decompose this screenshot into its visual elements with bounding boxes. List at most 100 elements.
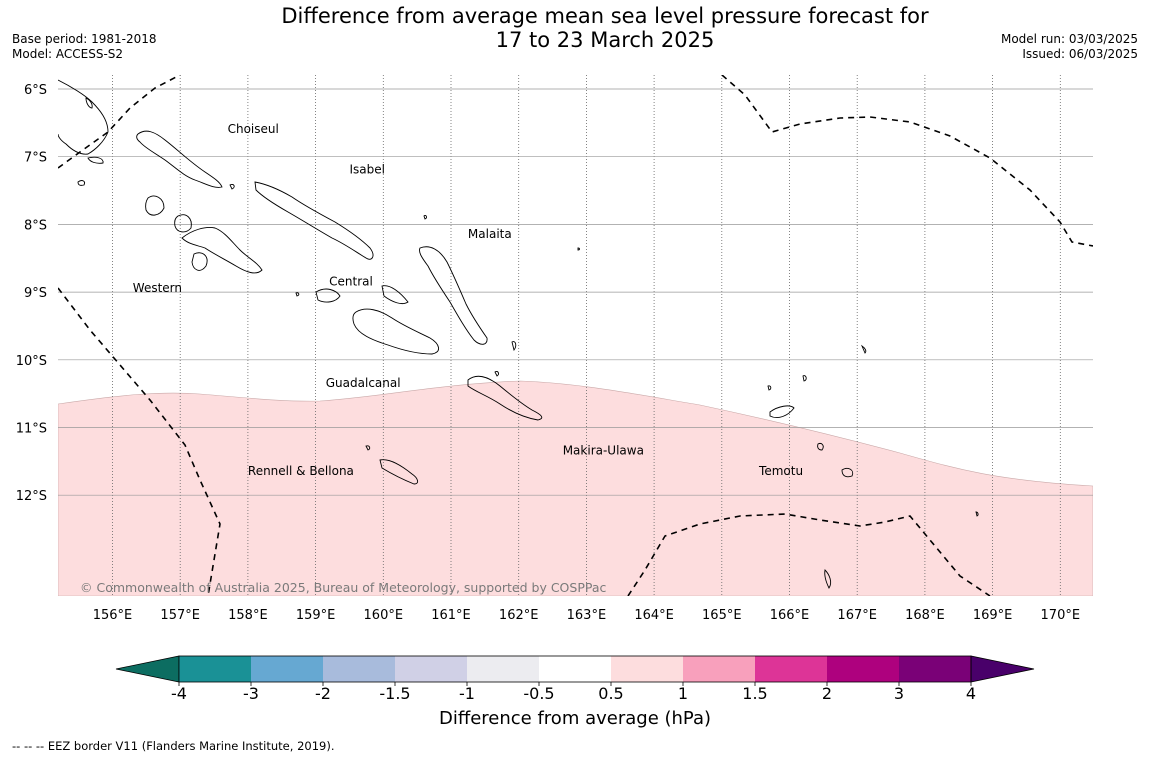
lon-label-1: 157°E — [160, 608, 200, 623]
lat-label-6: 12°S — [16, 489, 47, 504]
province-label-3: Western — [133, 281, 182, 295]
island-anuta — [824, 569, 832, 589]
island-guadalcanal — [352, 308, 439, 355]
colorbar-tick-label-4: -1 — [459, 684, 475, 700]
colorbar-under-arrow — [115, 655, 180, 683]
map-panel: Choiseul Isabel Malaita Western Central Guada… — [58, 75, 1093, 596]
eez-borders — [58, 75, 1093, 596]
lat-label-2: 8°S — [24, 218, 47, 233]
lon-label-7: 163°E — [567, 608, 607, 623]
colorbar-segment-9 — [827, 656, 899, 682]
meta-right: Model run: 03/03/2025 Issued: 06/03/2025 — [1001, 32, 1138, 62]
island-choiseul — [136, 130, 223, 188]
colorbar-segment-0 — [179, 656, 251, 682]
model-run-label: Model run: 03/03/2025 — [1000, 32, 1138, 46]
island-bougainville — [58, 79, 109, 155]
colorbar-tick-label-8: 1.5 — [742, 684, 767, 700]
colorbar-tick-label-9: 2 — [822, 684, 832, 700]
island-santa-cruz — [769, 405, 795, 419]
province-label-4: Central — [329, 274, 373, 288]
island-new-georgia — [181, 227, 263, 274]
province-label-5: Guadalcanal — [326, 376, 401, 390]
province-label-1: Isabel — [349, 163, 384, 177]
colorbar-tick-label-7: 1 — [678, 684, 688, 700]
islands — [58, 79, 979, 589]
colorbar-segment-3 — [395, 656, 467, 682]
island-bellona — [365, 445, 371, 451]
eez-border-png-north — [58, 75, 181, 169]
lon-label-10: 166°E — [770, 608, 810, 623]
lon-label-12: 168°E — [905, 608, 945, 623]
title-line-1: Difference from average mean sea level p… — [281, 4, 929, 28]
copyright-text: © Commonwealth of Australia 2025, Bureau… — [80, 580, 606, 595]
island-small-9 — [975, 511, 979, 517]
province-label-0: Choiseul — [228, 122, 279, 136]
island-small-1 — [77, 180, 85, 186]
issued-label: Issued: 06/03/2025 — [1022, 47, 1138, 61]
colorbar-segment-4 — [467, 656, 539, 682]
lon-label-8: 164°E — [634, 608, 674, 623]
colorbar-tick-label-0: -4 — [171, 684, 187, 700]
latitude-labels: 6°S 7°S 8°S 9°S 10°S 11°S 12°S — [16, 83, 47, 504]
anomaly-region — [58, 380, 1093, 596]
island-small-5 — [511, 341, 517, 352]
lon-label-5: 161°E — [431, 608, 471, 623]
province-label-2: Malaita — [468, 227, 512, 241]
lat-label-3: 9°S — [24, 286, 47, 301]
colorbar-tick-label-10: 3 — [894, 684, 904, 700]
island-small-6 — [767, 385, 772, 391]
colorbar-segment-2 — [323, 656, 395, 682]
island-isabel — [254, 181, 374, 260]
eez-border-png-west — [58, 287, 221, 596]
island-florida — [315, 288, 341, 303]
island-malaita — [419, 246, 488, 345]
island-vanikoro — [841, 467, 854, 478]
lat-label-1: 7°S — [24, 151, 47, 166]
colorbar-segment-8 — [755, 656, 827, 682]
grid-lines — [58, 75, 1093, 596]
lon-label-13: 169°E — [973, 608, 1013, 623]
province-label-6: Makira-Ulawa — [563, 444, 644, 458]
island-small-4 — [295, 292, 300, 297]
province-labels: Choiseul Isabel Malaita Western Central Guada… — [133, 122, 803, 478]
province-label-7: Rennell & Bellona — [248, 464, 354, 478]
colorbar-over-arrow — [970, 655, 1035, 683]
island-kolombangara — [174, 214, 192, 233]
lon-label-11: 167°E — [837, 608, 877, 623]
colorbar-outline — [178, 655, 972, 683]
lon-label-14: 170°E — [1041, 608, 1081, 623]
colorbar-tick-label-1: -3 — [243, 684, 259, 700]
island-small-3 — [423, 215, 427, 220]
island-small-7 — [802, 375, 807, 382]
meta-left: Base period: 1981-2018 Model: ACCESS-S2 — [12, 32, 157, 62]
lon-label-2: 158°E — [228, 608, 268, 623]
province-label-8: Temotu — [758, 464, 803, 478]
island-savo — [381, 285, 409, 305]
title-line-2: 17 to 23 March 2025 — [495, 28, 715, 52]
colorbar-tick-label-2: -2 — [315, 684, 331, 700]
colorbar-tick-label-11: 4 — [966, 684, 976, 700]
map-figure: Choiseul Isabel Malaita Western Central Guada… — [16, 75, 1093, 700]
island-makira — [467, 375, 543, 421]
island-rennell — [379, 459, 419, 485]
lon-label-4: 160°E — [364, 608, 404, 623]
lat-label-0: 6°S — [24, 83, 47, 98]
eez-border-vanuatu — [627, 513, 991, 596]
island-utupua — [817, 443, 824, 451]
base-period-label: Base period: 1981-2018 — [12, 32, 157, 46]
chart-title: Difference from average mean sea level p… — [0, 4, 1150, 52]
lon-label-3: 159°E — [296, 608, 336, 623]
island-rendova — [191, 252, 208, 271]
colorbar-tick-label-3: -1.5 — [379, 684, 410, 700]
colorbar-tick-label-5: -0.5 — [523, 684, 554, 700]
eez-footnote: -- -- -- EEZ border V11 (Flanders Marine… — [12, 739, 335, 753]
island-small-2 — [229, 184, 235, 190]
longitude-labels: 156°E 157°E 158°E 159°E 160°E 161°E 162°E 163°E… — [93, 608, 1080, 623]
colorbar-segment-7 — [683, 656, 755, 682]
island-buka — [85, 97, 93, 109]
colorbar-segment-10 — [899, 656, 971, 682]
colorbar-segment-5 — [539, 656, 611, 682]
colorbar: -4 -3 -2 -1.5 -1 -0.5 0.5 1 1.5 2 3 4 — [115, 655, 1035, 700]
colorbar-segment-1 — [251, 656, 323, 682]
colorbar-segment-6 — [611, 656, 683, 682]
